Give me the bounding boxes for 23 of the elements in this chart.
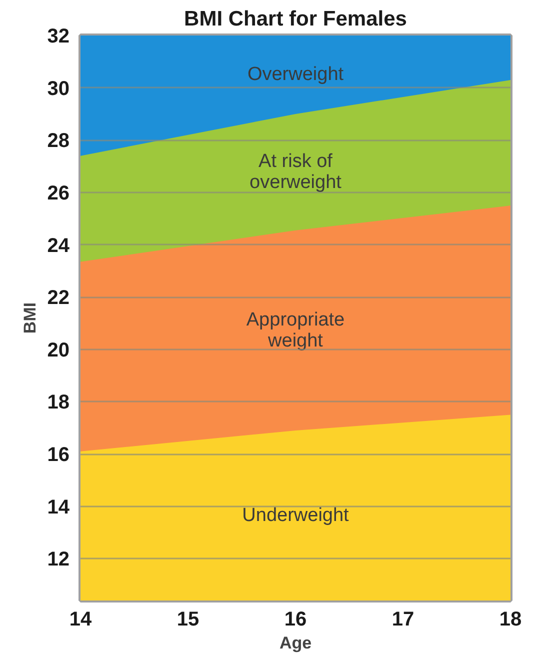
series-label: Underweight: [242, 504, 350, 526]
x-tick-label: 15: [176, 608, 200, 630]
series-label: Appropriate weight: [246, 309, 345, 352]
y-tick-label: 24: [47, 234, 70, 257]
x-tick-label: 14: [69, 608, 92, 630]
y-axis-title: BMI: [20, 302, 40, 334]
x-tick-label: 16: [284, 608, 307, 630]
series-label: Overweight: [247, 64, 344, 86]
x-axis-title: Age: [279, 634, 312, 652]
x-tick-label: 18: [499, 608, 522, 630]
chart-title: BMI Chart for Females: [184, 8, 407, 30]
y-tick-label: 32: [47, 26, 70, 48]
x-tick-label: 17: [392, 608, 414, 630]
y-tick-label: 12: [47, 548, 70, 571]
y-tick-label: 22: [47, 287, 70, 310]
y-tick-label: 30: [47, 78, 70, 100]
y-tick-label: 18: [47, 392, 70, 414]
y-tick-label: 14: [47, 496, 70, 518]
y-tick-label: 20: [47, 339, 70, 362]
y-tick-label: 16: [47, 444, 70, 466]
y-tick-label: 28: [47, 130, 70, 152]
series-label: At risk of overweight: [250, 151, 342, 194]
y-tick-label: 26: [47, 182, 70, 204]
